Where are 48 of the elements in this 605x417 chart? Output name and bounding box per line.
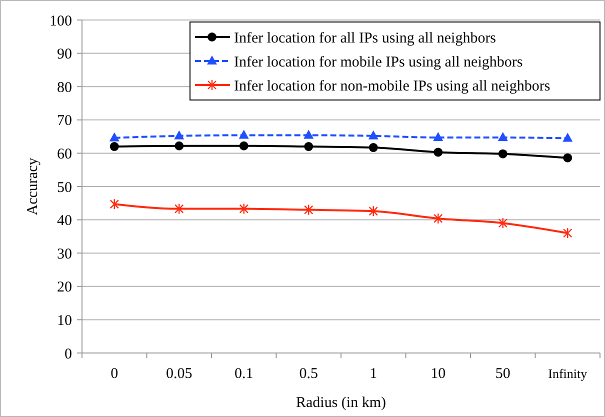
point — [563, 228, 572, 239]
y-axis-title: Accuracy — [25, 157, 41, 216]
x-tick-label: 0 — [110, 366, 118, 382]
point — [562, 132, 573, 142]
point — [304, 130, 314, 139]
y-tick-label: 70 — [57, 113, 72, 130]
point — [109, 132, 120, 142]
y-tick-label: 40 — [57, 213, 72, 230]
x-tick-label: 50 — [495, 366, 510, 382]
point — [434, 148, 443, 157]
x-tick-label: 0.05 — [166, 366, 192, 382]
point — [110, 142, 119, 152]
point — [174, 130, 184, 140]
x-axis-title: Radius (in km) — [296, 395, 386, 411]
point — [174, 203, 184, 214]
x-tick-label: 0.5 — [299, 366, 318, 382]
point — [238, 130, 249, 139]
x-tick-label: 1 — [370, 366, 378, 382]
x-tick-label: Infinity — [548, 366, 588, 381]
point — [304, 142, 314, 152]
legend-label: Infer location for all IPs using all neighbors — [234, 30, 496, 46]
point — [498, 218, 508, 229]
point — [368, 143, 378, 152]
y-tick-label: 90 — [57, 46, 72, 63]
legend-label: Infer location for non-mobile IPs using all neighbors — [234, 78, 550, 94]
point — [304, 204, 314, 216]
x-tick-label: 10 — [430, 366, 446, 382]
point — [368, 206, 378, 217]
y-tick-label: 0 — [64, 346, 72, 362]
y-tick-label: 10 — [57, 312, 72, 329]
point — [433, 132, 444, 142]
y-tick-label: 100 — [50, 13, 72, 30]
point — [239, 141, 248, 150]
y-tick-label: 60 — [57, 146, 72, 162]
point — [110, 198, 119, 210]
point — [239, 203, 248, 214]
y-tick-label: 80 — [57, 80, 72, 96]
point — [174, 141, 184, 150]
point — [434, 212, 443, 224]
y-tick-label: 30 — [57, 246, 72, 262]
y-tick-label: 50 — [57, 180, 72, 196]
point — [563, 153, 572, 162]
point — [498, 132, 508, 142]
y-tick-label: 20 — [57, 280, 72, 296]
x-tick-label: 0.1 — [234, 366, 254, 382]
legend-label: Infer location for mobile IPs using all neighbors — [234, 54, 523, 70]
point — [368, 130, 378, 140]
point — [498, 149, 508, 158]
